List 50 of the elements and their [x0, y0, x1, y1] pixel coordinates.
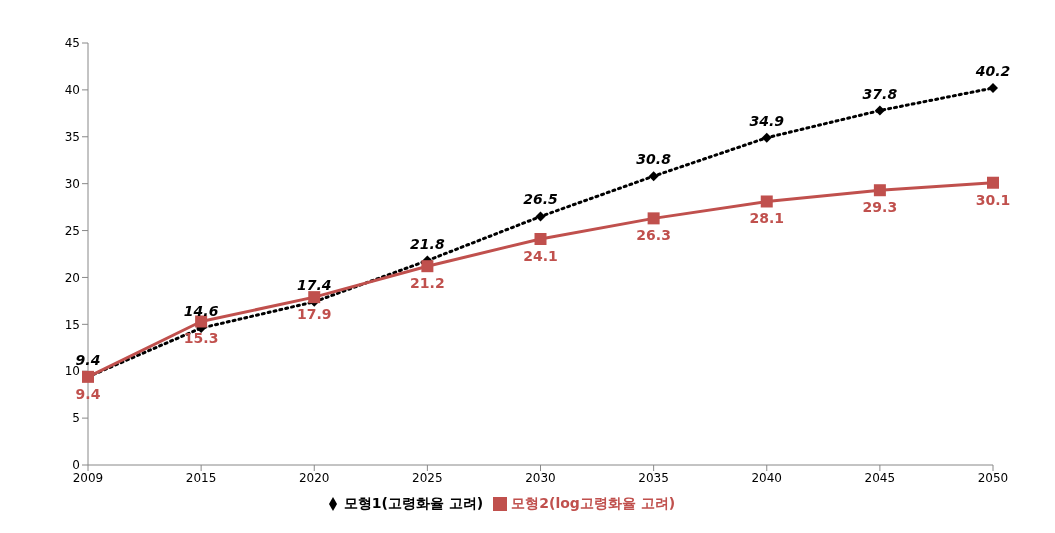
x-tick-label: 2035	[638, 470, 669, 485]
point	[308, 291, 321, 304]
y-tick-label: 20	[64, 270, 80, 285]
point	[534, 233, 547, 245]
x-tick-label: 2030	[525, 470, 556, 485]
data-label: 30.8	[636, 151, 672, 168]
point	[195, 315, 208, 328]
y-tick-label: 25	[64, 223, 80, 238]
point	[535, 211, 546, 222]
legend-label: 모형2(log고령화율 고려)	[511, 495, 676, 511]
legend-label: 모형1(고령화율 고려)	[343, 495, 484, 511]
data-label: 9.4	[75, 385, 101, 402]
data-label: 21.2	[410, 275, 445, 292]
data-label: 26.5	[523, 191, 559, 208]
data-label: 34.9	[749, 112, 785, 129]
x-tick-label: 2015	[185, 470, 217, 485]
point	[647, 212, 660, 225]
point	[760, 195, 773, 208]
data-label: 15.3	[183, 330, 219, 347]
x-tick-label: 2045	[864, 470, 896, 485]
y-tick-label: 0	[72, 458, 80, 473]
data-label: 28.1	[749, 210, 785, 227]
y-tick-label: 40	[64, 83, 80, 98]
x-tick-label: 2040	[751, 470, 783, 485]
y-tick-label: 30	[64, 176, 80, 191]
data-label: 40.2	[974, 63, 1011, 80]
x-tick-label: 2009	[72, 470, 104, 485]
data-label: 17.4	[296, 276, 332, 293]
data-label: 21.8	[410, 235, 445, 252]
data-label: 29.3	[862, 199, 898, 216]
y-tick-label: 15	[64, 317, 80, 332]
y-tick-label: 35	[64, 130, 80, 145]
point	[874, 105, 885, 116]
point	[648, 171, 659, 182]
y-tick-label: 45	[64, 36, 80, 51]
point	[987, 176, 999, 189]
data-label: 26.3	[636, 227, 671, 244]
x-tick-label: 2020	[298, 470, 330, 485]
x-tick-label: 2025	[412, 470, 443, 485]
data-label: 24.1	[523, 247, 558, 264]
x-tick-label: 2050	[977, 470, 1009, 485]
point	[988, 83, 998, 94]
point	[761, 132, 772, 143]
y-tick-label: 5	[72, 411, 80, 426]
point	[873, 184, 886, 197]
point	[421, 260, 434, 273]
data-label: 30.1	[975, 191, 1011, 208]
data-label: 37.8	[862, 85, 898, 102]
data-label: 14.6	[183, 303, 219, 320]
data-label: 17.9	[296, 306, 332, 323]
